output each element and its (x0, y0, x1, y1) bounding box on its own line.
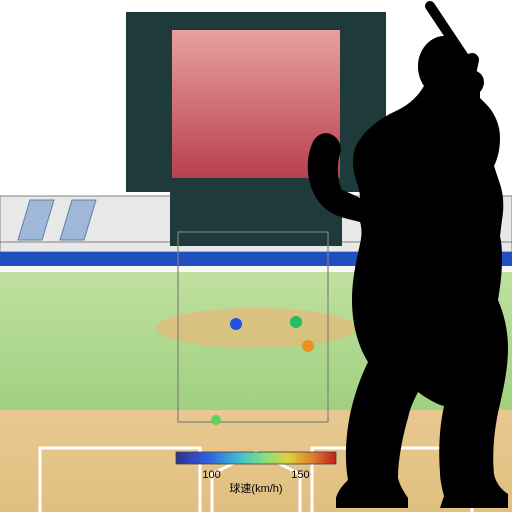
scoreboard-base (170, 192, 342, 246)
pitch-marker (290, 316, 302, 328)
pitch-location-chart: 100 150 球速(km/h) (0, 0, 512, 512)
colorbar-tick: 150 (291, 469, 309, 481)
pitchers-mound (156, 308, 356, 348)
pitch-marker (302, 340, 314, 352)
pitch-marker (211, 415, 221, 425)
colorbar-label: 球速(km/h) (229, 481, 282, 495)
pitch-marker (230, 318, 242, 330)
bat-knob (468, 60, 472, 78)
colorbar-tick: 100 (202, 469, 220, 481)
speed-colorbar (176, 452, 336, 464)
